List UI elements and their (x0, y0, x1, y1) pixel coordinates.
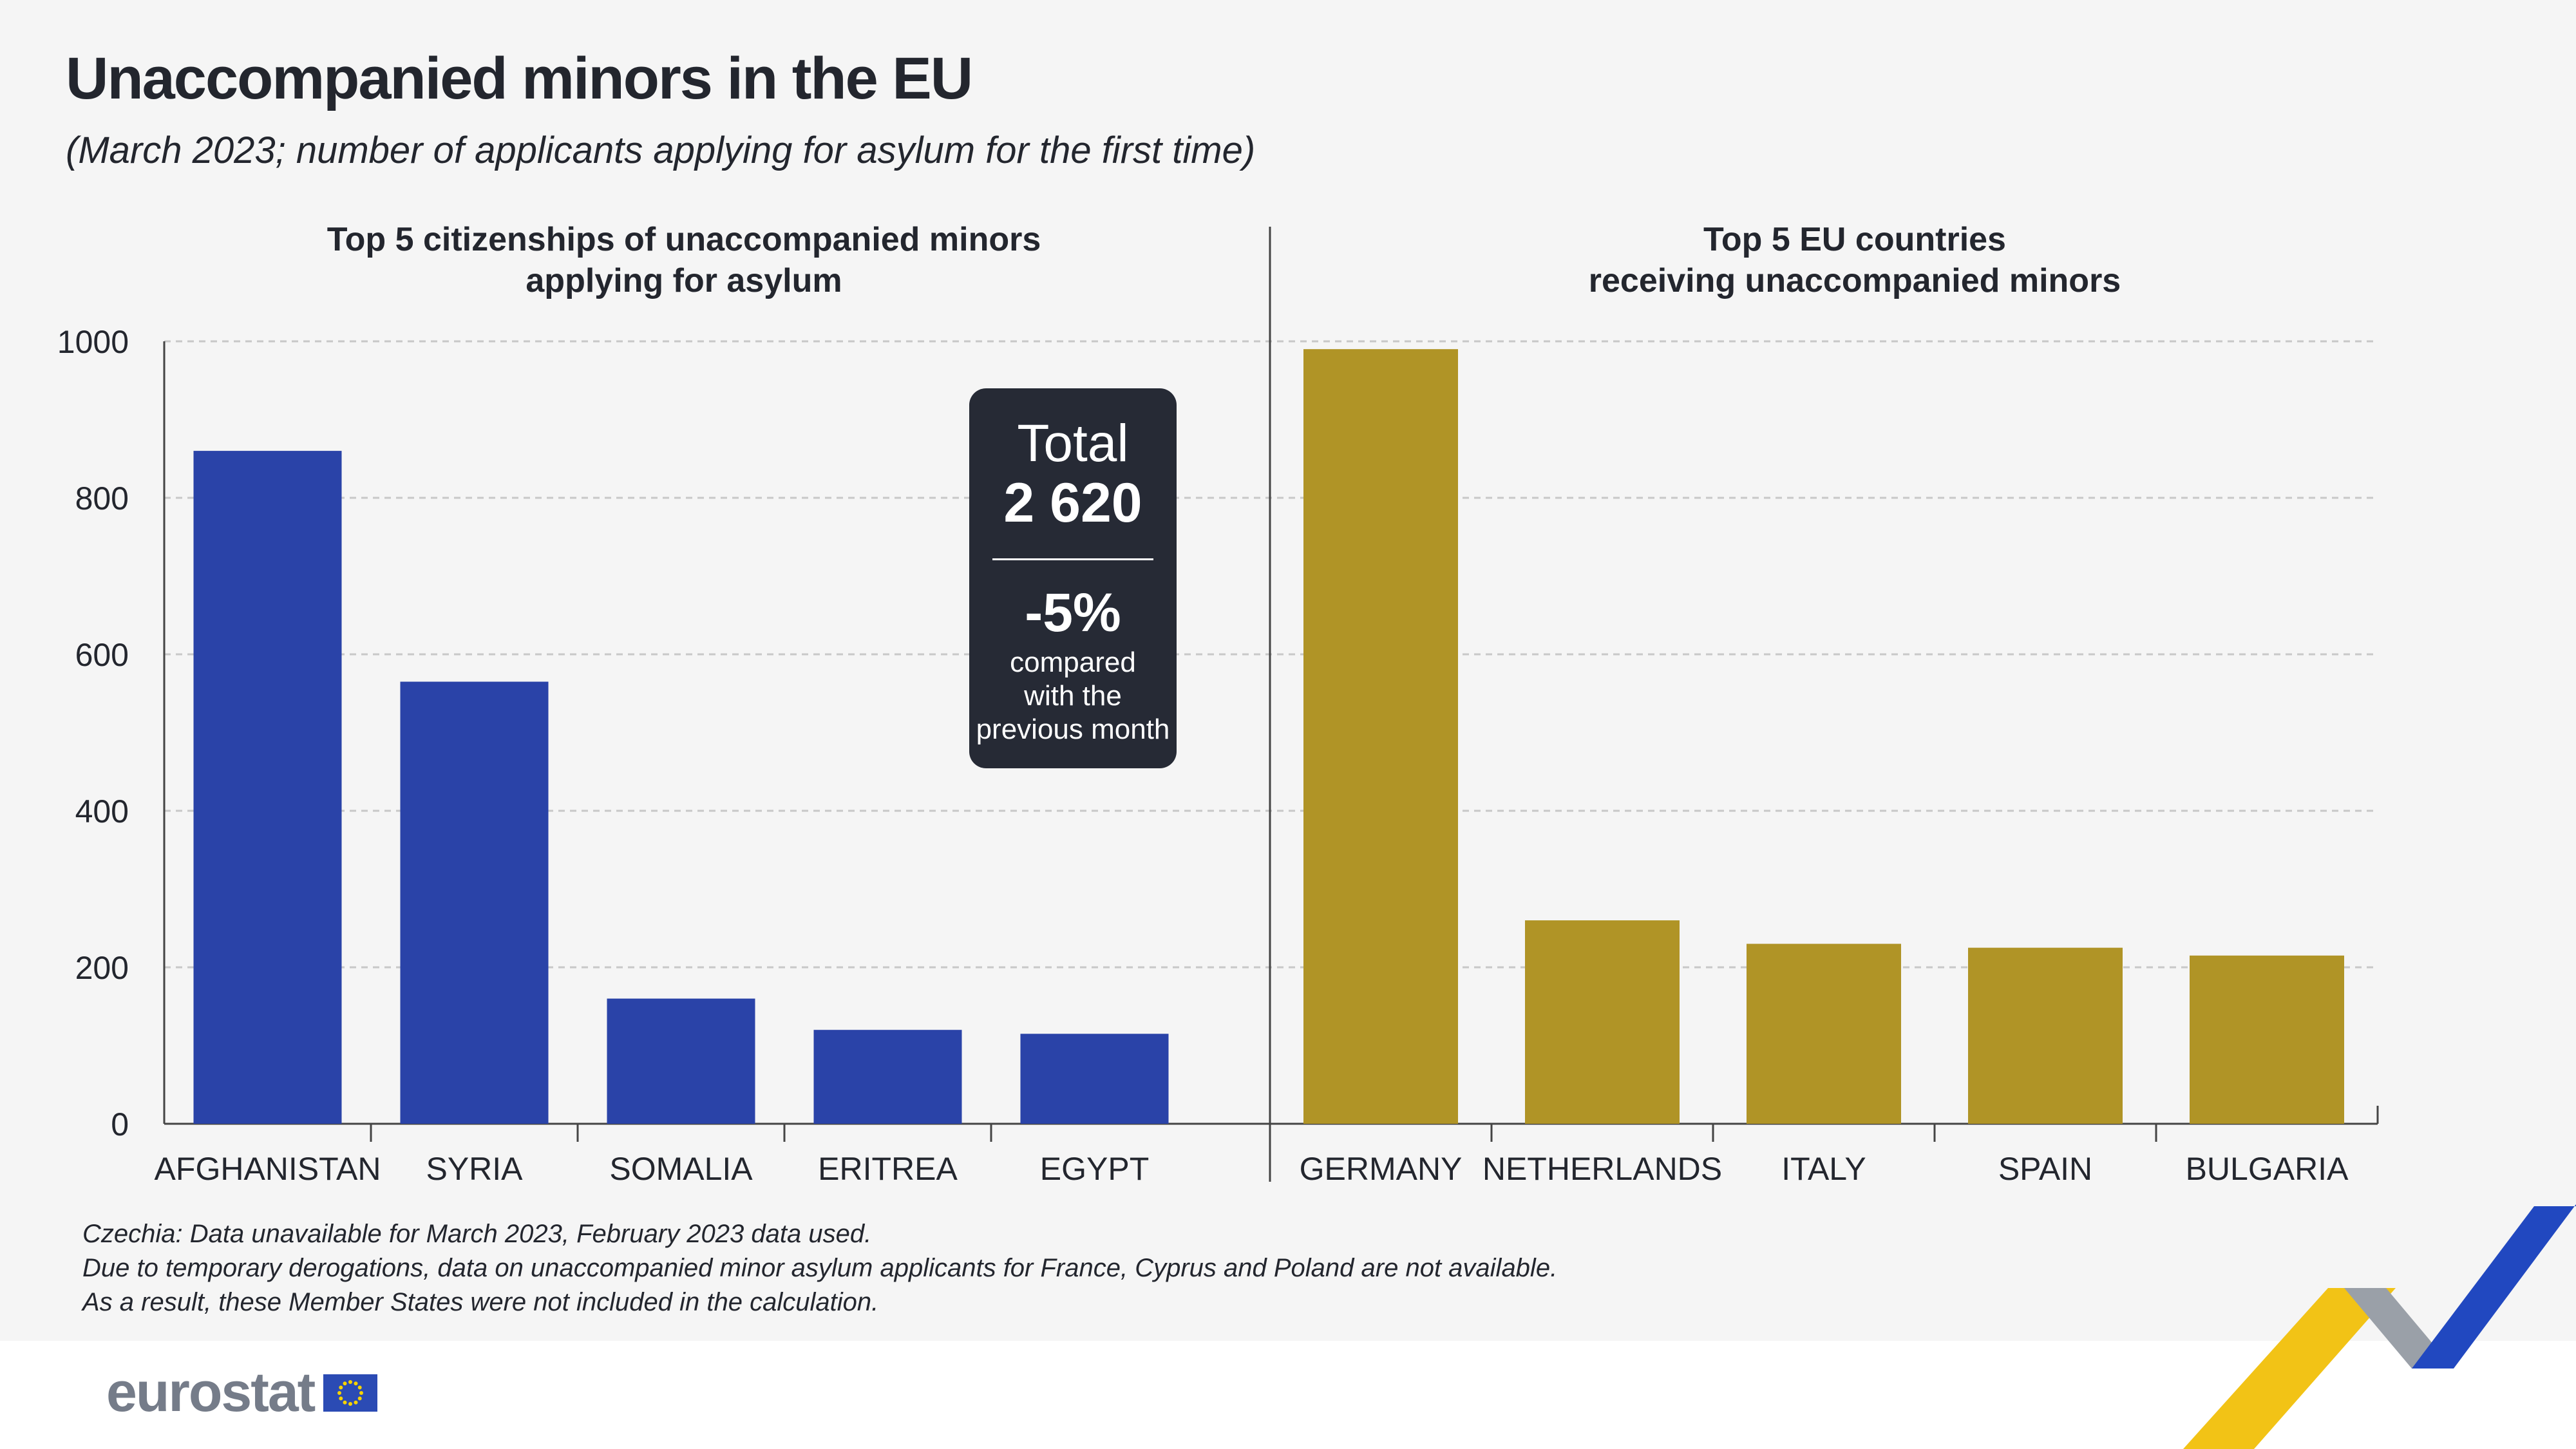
right-panel-title-line-1: Top 5 EU countries (1703, 221, 2006, 258)
y-tick-label: 200 (75, 950, 129, 986)
right-bar-bulgaria (2190, 955, 2344, 1124)
right-category-label: NETHERLANDS (1482, 1151, 1722, 1187)
right-bar-spain (1968, 947, 2123, 1124)
total-value: 2 620 (1003, 472, 1142, 534)
y-tick-label: 800 (75, 480, 129, 516)
y-tick-label: 1000 (57, 324, 129, 360)
left-bar-egypt (1020, 1034, 1169, 1124)
eu-flag-icon (323, 1374, 378, 1412)
total-change-note-line-2: with the (1024, 680, 1122, 712)
left-panel-title-line-2: applying for asylum (526, 262, 842, 299)
left-panel-title-line-1: Top 5 citizenships of unaccompanied mino… (327, 221, 1041, 258)
left-category-label: EGYPT (1040, 1151, 1149, 1187)
total-divider (992, 558, 1153, 560)
right-category-label: SPAIN (1998, 1151, 2092, 1187)
right-panel-title: Top 5 EU countries receiving unaccompani… (1436, 219, 2273, 301)
total-callout: Total 2 620 -5% compared with the previo… (969, 388, 1177, 768)
ribbon-grey (2344, 1288, 2454, 1368)
left-bar-afghanistan (193, 451, 342, 1124)
right-bar-italy (1747, 943, 1901, 1124)
left-category-label: AFGHANISTAN (155, 1151, 381, 1187)
ribbon-yellow (2183, 1288, 2396, 1449)
right-bar-germany (1303, 349, 1458, 1124)
ribbon-blue (2412, 1204, 2576, 1368)
y-tick-label: 400 (75, 793, 129, 829)
left-category-label: SOMALIA (609, 1151, 753, 1187)
footnotes: Czechia: Data unavailable for March 2023… (82, 1217, 1557, 1320)
footer-band (0, 1341, 2576, 1449)
total-change-note-line-3: previous month (976, 714, 1170, 745)
left-category-label: SYRIA (426, 1151, 523, 1187)
total-change-note: compared with the previous month (976, 646, 1170, 746)
left-category-label: ERITREA (818, 1151, 958, 1187)
right-panel-title-line-2: receiving unaccompanied minors (1588, 262, 2121, 299)
footnote-3: As a result, these Member States were no… (82, 1288, 879, 1316)
eurostat-logo-text: eurostat (106, 1361, 316, 1423)
right-category-label: BULGARIA (2186, 1151, 2349, 1187)
total-change: -5% (1025, 582, 1121, 643)
right-category-label: GERMANY (1300, 1151, 1463, 1187)
right-bar-netherlands (1525, 920, 1680, 1124)
eurostat-logo: eurostat (106, 1361, 378, 1425)
left-bar-syria (400, 681, 549, 1124)
y-tick-label: 0 (111, 1106, 129, 1142)
left-bar-somalia (607, 998, 755, 1124)
footnote-1: Czechia: Data unavailable for March 2023… (82, 1220, 872, 1248)
footnote-2: Due to temporary derogations, data on un… (82, 1254, 1558, 1282)
total-change-note-line-1: compared (1010, 647, 1136, 678)
left-panel-title: Top 5 citizenships of unaccompanied mino… (265, 219, 1103, 301)
total-label: Total (1017, 414, 1129, 473)
page-title: Unaccompanied minors in the EU (66, 46, 973, 111)
page-subtitle: (March 2023; number of applicants applyi… (66, 129, 1256, 171)
y-tick-label: 600 (75, 637, 129, 673)
left-bar-eritrea (813, 1030, 962, 1124)
right-category-label: ITALY (1781, 1151, 1866, 1187)
